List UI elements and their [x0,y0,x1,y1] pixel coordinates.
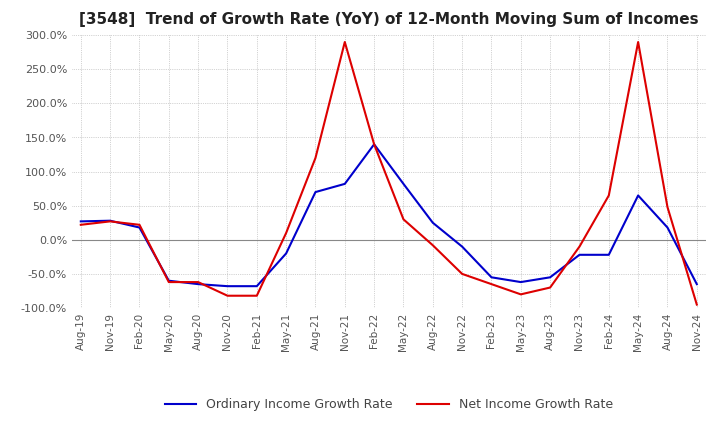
Line: Ordinary Income Growth Rate: Ordinary Income Growth Rate [81,144,697,286]
Net Income Growth Rate [282,231,290,236]
Net Income Growth Rate [370,142,379,147]
Net Income Growth Rate [575,244,584,249]
Net Income Growth Rate [428,242,437,248]
Ordinary Income Growth Rate [399,181,408,187]
Net Income Growth Rate [458,271,467,276]
Net Income Growth Rate [341,39,349,44]
Ordinary Income Growth Rate [164,278,173,283]
Net Income Growth Rate [223,293,232,298]
Ordinary Income Growth Rate [428,220,437,225]
Ordinary Income Growth Rate [253,283,261,289]
Net Income Growth Rate [399,216,408,222]
Net Income Growth Rate [546,285,554,290]
Net Income Growth Rate [605,193,613,198]
Ordinary Income Growth Rate [223,283,232,289]
Line: Net Income Growth Rate: Net Income Growth Rate [81,42,697,304]
Ordinary Income Growth Rate [135,225,144,230]
Net Income Growth Rate [663,205,672,210]
Net Income Growth Rate [106,219,114,224]
Ordinary Income Growth Rate [546,275,554,280]
Ordinary Income Growth Rate [693,282,701,287]
Net Income Growth Rate [516,292,525,297]
Ordinary Income Growth Rate [370,142,379,147]
Ordinary Income Growth Rate [311,189,320,194]
Ordinary Income Growth Rate [282,251,290,256]
Net Income Growth Rate [311,155,320,161]
Ordinary Income Growth Rate [106,218,114,224]
Title: [3548]  Trend of Growth Rate (YoY) of 12-Month Moving Sum of Incomes: [3548] Trend of Growth Rate (YoY) of 12-… [79,12,698,27]
Net Income Growth Rate [253,293,261,298]
Net Income Growth Rate [194,279,202,285]
Ordinary Income Growth Rate [76,219,85,224]
Ordinary Income Growth Rate [194,282,202,287]
Ordinary Income Growth Rate [487,275,496,280]
Ordinary Income Growth Rate [605,252,613,257]
Net Income Growth Rate [164,279,173,285]
Ordinary Income Growth Rate [341,181,349,187]
Ordinary Income Growth Rate [634,193,642,198]
Ordinary Income Growth Rate [458,244,467,249]
Ordinary Income Growth Rate [575,252,584,257]
Legend: Ordinary Income Growth Rate, Net Income Growth Rate: Ordinary Income Growth Rate, Net Income … [160,393,618,416]
Net Income Growth Rate [135,222,144,227]
Net Income Growth Rate [76,222,85,227]
Ordinary Income Growth Rate [516,279,525,285]
Ordinary Income Growth Rate [663,225,672,230]
Net Income Growth Rate [693,302,701,307]
Net Income Growth Rate [634,39,642,44]
Net Income Growth Rate [487,282,496,287]
